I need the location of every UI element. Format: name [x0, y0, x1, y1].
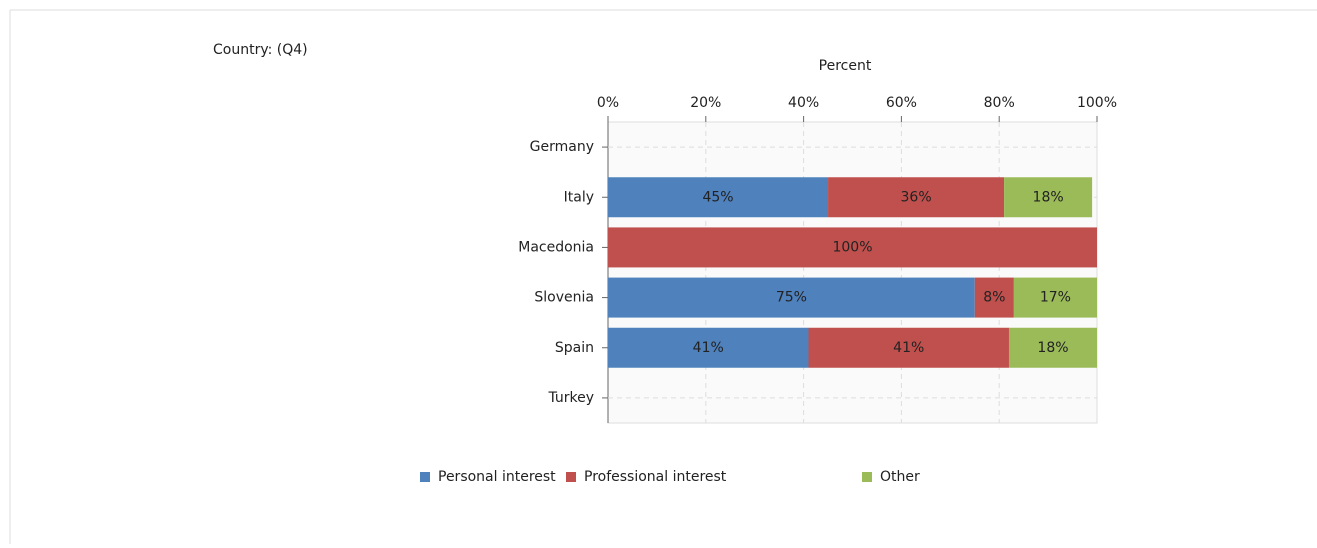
bar — [608, 327, 809, 368]
x-tick-label: 60% — [886, 95, 917, 111]
legend-label: Other — [880, 469, 920, 485]
y-tick-label: Germany — [530, 139, 594, 155]
data-label: 8% — [983, 290, 1005, 306]
data-label: 17% — [1040, 290, 1071, 306]
chart-title: Country: (Q4) — [213, 42, 308, 58]
plot-area — [607, 121, 1098, 424]
legend-swatch — [862, 472, 872, 482]
x-tick-label: 20% — [690, 95, 721, 111]
data-label: 41% — [893, 340, 924, 356]
y-tick-label: Turkey — [547, 390, 594, 406]
y-tick-label: Spain — [555, 340, 594, 356]
legend-swatch — [566, 472, 576, 482]
data-label: 75% — [776, 290, 807, 306]
bar — [1004, 177, 1093, 218]
bar — [1008, 327, 1097, 368]
data-label: 36% — [901, 189, 932, 205]
bar — [808, 327, 1009, 368]
legend-label: Personal interest — [438, 469, 556, 485]
data-label: 45% — [702, 189, 733, 205]
y-tick-label: Slovenia — [534, 290, 594, 306]
data-label: 41% — [693, 340, 724, 356]
bar — [608, 227, 1097, 268]
x-tick-label: 0% — [597, 95, 619, 111]
bar — [608, 177, 829, 218]
bar — [1013, 277, 1097, 318]
bar — [974, 277, 1014, 318]
y-tick-label: Italy — [564, 189, 594, 205]
data-label: 100% — [832, 239, 872, 255]
data-label: 18% — [1033, 189, 1064, 205]
x-tick-label: 80% — [984, 95, 1015, 111]
bar — [608, 277, 975, 318]
x-tick-label: 40% — [788, 95, 819, 111]
y-tick-label: Macedonia — [518, 239, 594, 255]
data-label: 18% — [1037, 340, 1068, 356]
bar — [828, 177, 1005, 218]
legend-swatch — [420, 472, 430, 482]
legend-label: Professional interest — [584, 469, 727, 485]
x-tick-label: 100% — [1077, 95, 1117, 111]
x-axis-label: Percent — [819, 58, 872, 74]
